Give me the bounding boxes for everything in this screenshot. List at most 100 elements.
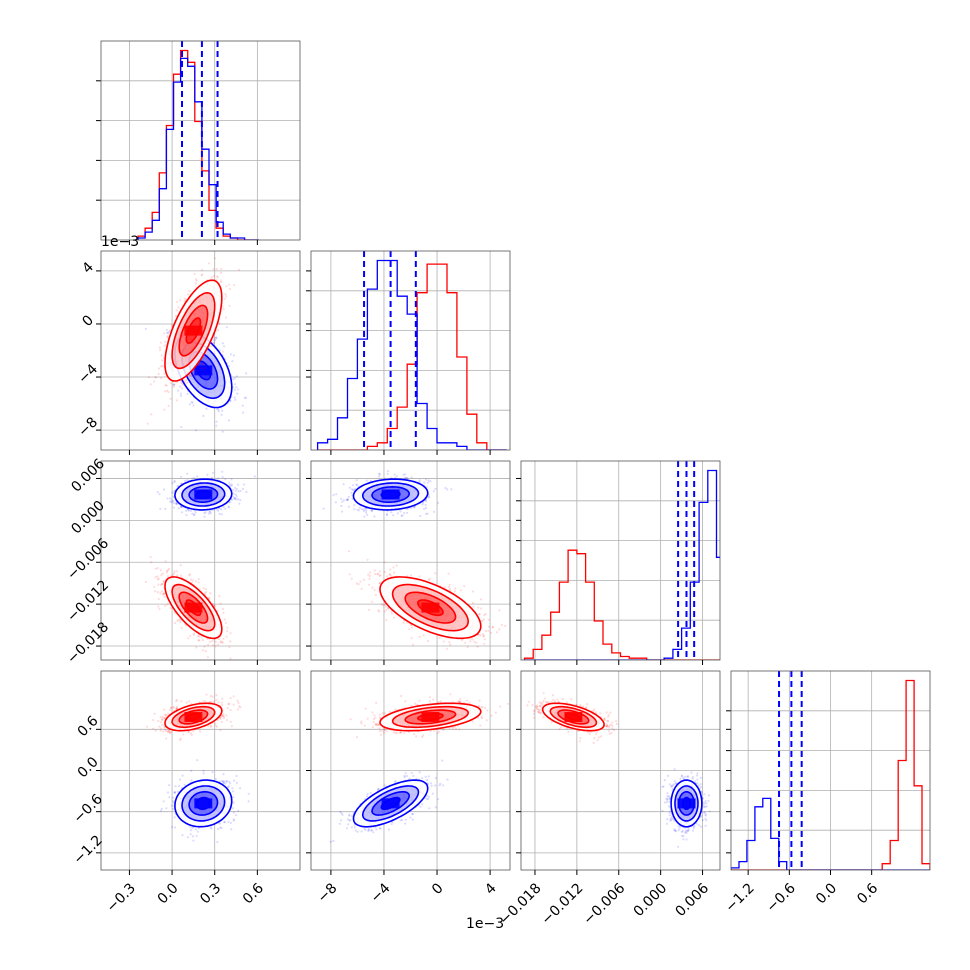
scatter-point [157, 597, 160, 601]
scatter-point [196, 369, 199, 372]
scatter-point [189, 634, 192, 638]
scatter-point [234, 489, 237, 492]
scatter-point [179, 619, 182, 622]
scatter-point [232, 354, 236, 357]
scatter-point [219, 279, 222, 282]
scatter-point [386, 472, 389, 476]
panel-p1-vs-p0 [101, 251, 300, 450]
scatter-point [198, 363, 201, 366]
scatter-point [194, 511, 197, 514]
scatter-point [216, 662, 218, 664]
scatter-point [213, 352, 216, 355]
scatter-point [205, 357, 208, 360]
scatter-point [345, 498, 348, 501]
scatter-point [226, 630, 229, 633]
scatter-point [354, 487, 357, 490]
scatter-point [410, 626, 414, 629]
scatter-point [377, 572, 380, 576]
scatter-point [385, 513, 388, 517]
scatter-point [471, 601, 474, 605]
scatter-point [378, 581, 381, 585]
scatter-point [203, 592, 206, 595]
scatter-point [179, 621, 182, 624]
scatter-point [404, 473, 407, 476]
scatter-point [173, 570, 176, 573]
scatter-point [221, 640, 224, 644]
scatter-point [164, 604, 167, 608]
scatter-point [351, 488, 354, 491]
scatter-point [167, 331, 170, 335]
scatter-point [221, 305, 224, 308]
scatter-point [194, 580, 197, 583]
scatter-point [235, 375, 238, 378]
scatter-point [146, 422, 149, 425]
scatter-point [220, 267, 223, 270]
scatter-point [190, 578, 193, 581]
scatter-point [180, 505, 183, 508]
scatter-point [227, 505, 230, 508]
scatter-point [356, 483, 359, 486]
scatter-point [341, 500, 344, 503]
scatter-point [163, 372, 166, 375]
scatter-point [202, 363, 205, 366]
contour-line [171, 291, 216, 370]
scatter-point [230, 483, 233, 486]
scatter-point [154, 376, 158, 379]
scatter-point [164, 560, 167, 563]
scatter-point [177, 389, 180, 392]
scatter-point [378, 473, 381, 476]
scatter-point [365, 511, 368, 514]
scatter-point [175, 570, 178, 573]
scatter-point [207, 262, 210, 265]
scatter-point [332, 493, 335, 497]
scatter-point [147, 376, 151, 379]
scatter-point [342, 499, 345, 502]
scatter-point [213, 257, 216, 260]
scatter-point [449, 643, 452, 646]
scatter-point [382, 604, 385, 607]
scatter-point [175, 503, 178, 506]
scatter-point [157, 367, 161, 370]
scatter-point [227, 506, 230, 509]
scatter-point [424, 506, 428, 509]
scatter-point [201, 639, 204, 642]
scatter-point [186, 472, 189, 475]
scatter-point [157, 372, 160, 376]
scatter-point [335, 493, 338, 496]
scatter-point [227, 283, 230, 286]
scatter-point [211, 476, 214, 479]
scatter-point [396, 512, 399, 515]
panel-p2-vs-p1 [311, 461, 510, 660]
scatter-point [172, 383, 175, 387]
scatter-point [422, 501, 425, 504]
scatter-point [144, 327, 147, 330]
scatter-point [179, 505, 182, 508]
scatter-point [427, 479, 430, 482]
scatter-point [221, 476, 224, 479]
scatter-point [355, 582, 358, 585]
scatter-point [216, 408, 219, 411]
scatter-point [214, 338, 217, 341]
scatter-point [163, 408, 166, 411]
scatter-point [207, 597, 210, 600]
scatter-point [237, 268, 240, 271]
scatter-point [418, 635, 421, 639]
scatter-point [378, 610, 381, 613]
scatter-point [362, 508, 365, 511]
scatter-point [476, 645, 479, 648]
scatter-point [227, 364, 230, 368]
scatter-point [408, 628, 411, 631]
scatter-point [360, 587, 363, 591]
scatter-point [164, 384, 167, 387]
scatter-point [156, 575, 159, 578]
scatter-point [162, 592, 165, 595]
scatter-point [159, 341, 162, 344]
scatter-point [188, 574, 191, 577]
scatter-point [241, 404, 244, 407]
scatter-point [446, 488, 449, 491]
scatter-point [164, 507, 167, 510]
scatter-point [402, 473, 405, 476]
scatter-point [190, 401, 193, 404]
scatter-point [154, 590, 157, 593]
scatter-point [225, 326, 228, 329]
